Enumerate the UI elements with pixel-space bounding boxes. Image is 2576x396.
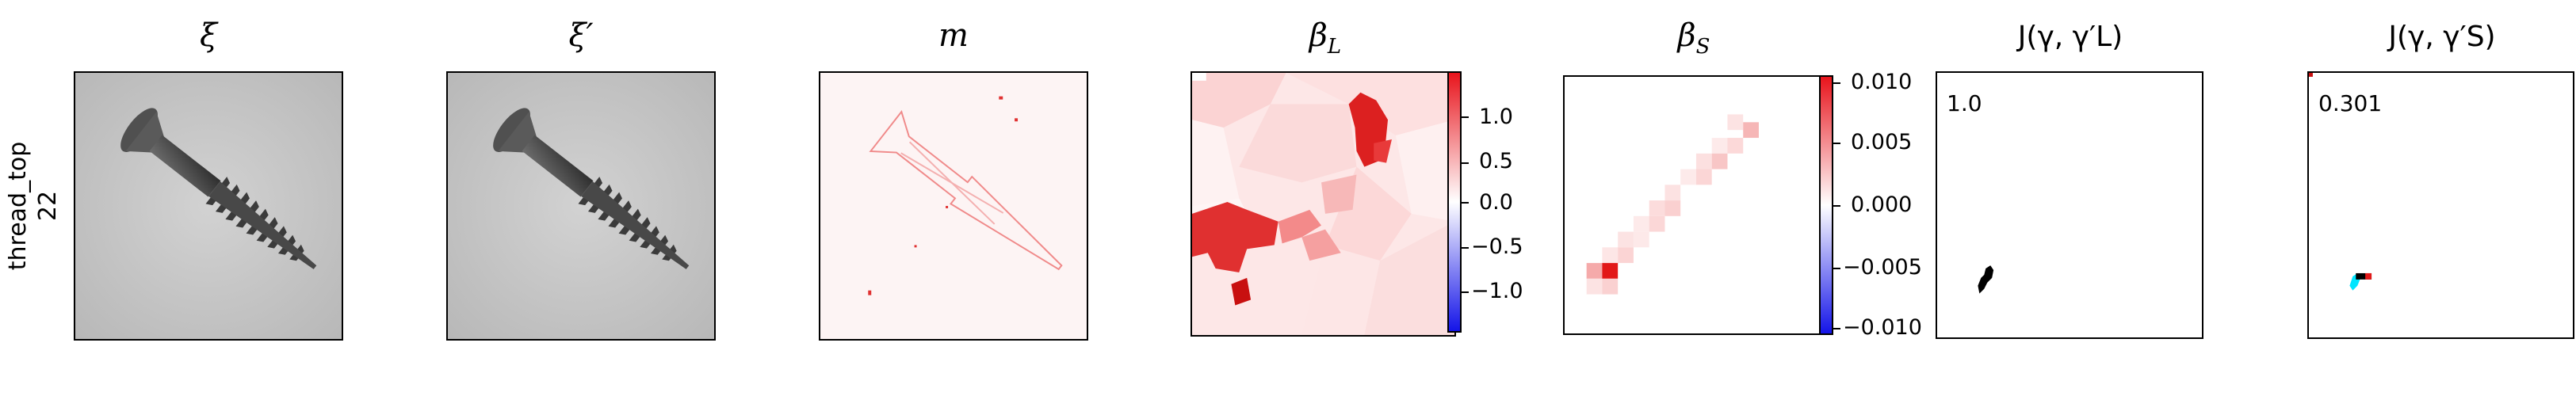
image-xi [74, 71, 343, 341]
tickmark [1833, 268, 1840, 269]
colorbar-tick: 1.0 [1479, 105, 1513, 129]
tickmark [1462, 247, 1469, 249]
colorbar-tick: 0.0 [1479, 190, 1513, 215]
beta-S-subscript: S [1695, 35, 1710, 59]
mask-overlay [1937, 73, 2202, 337]
panel-title-xi: ξ [199, 17, 218, 54]
tickmark [1833, 143, 1840, 144]
tickmark [1462, 291, 1469, 293]
mask-J-L: 1.0 [1936, 71, 2203, 339]
heatmap-beta-L [1191, 71, 1456, 337]
tickmark [1833, 205, 1840, 207]
panel-title-J-S: J(γ, γ′S) [2388, 21, 2496, 53]
patch-attribution [1565, 77, 1821, 333]
mask-overlay [2309, 73, 2573, 337]
colorbar-beta-S [1819, 75, 1833, 335]
row-label-category: thread_top [8, 142, 32, 271]
tickmark [1462, 162, 1469, 164]
panel-title-beta-S: βS [1563, 17, 1825, 59]
tickmark [1833, 82, 1840, 84]
panel-title-J-L: J(γ, γ′L) [2017, 21, 2123, 53]
screw-image [75, 73, 342, 339]
difference-map [820, 73, 1087, 339]
panel-title-beta-L: βL [1191, 17, 1460, 59]
colorbar-tick: 0.000 [1851, 192, 1913, 217]
colorbar-tick: −0.010 [1843, 315, 1922, 340]
score-J-L: 1.0 [1947, 90, 1982, 116]
score-J-S: 0.301 [2318, 90, 2383, 116]
colorbar-tick: 0.005 [1851, 130, 1913, 154]
tickmark [1462, 116, 1469, 118]
image-xi-prime [446, 71, 716, 341]
row-label-index: 22 [34, 191, 62, 221]
tickmark [1462, 202, 1469, 204]
colorbar-tick: 0.5 [1479, 149, 1513, 173]
tickmark [1833, 328, 1840, 329]
colorbar-tick: −1.0 [1471, 279, 1523, 303]
beta-L-subscript: L [1327, 35, 1342, 59]
panel-title-xi-prime: ξ′ [568, 17, 594, 54]
colorbar-tick: −0.005 [1843, 255, 1922, 280]
colorbar-tick: 0.010 [1851, 70, 1913, 94]
superpixel-attribution [1192, 73, 1454, 335]
colorbar-tick: −0.5 [1471, 234, 1523, 259]
panel-title-m: m [938, 17, 969, 54]
row-label: thread_top 22 [4, 71, 95, 341]
colorbar-beta-L [1447, 71, 1462, 333]
screw-image [448, 73, 714, 339]
heatmap-beta-S [1563, 75, 1823, 335]
image-m [819, 71, 1088, 341]
beta-L-symbol: β [1309, 17, 1328, 54]
mask-J-S: 0.301 [2307, 71, 2574, 339]
beta-S-symbol: β [1677, 17, 1696, 54]
